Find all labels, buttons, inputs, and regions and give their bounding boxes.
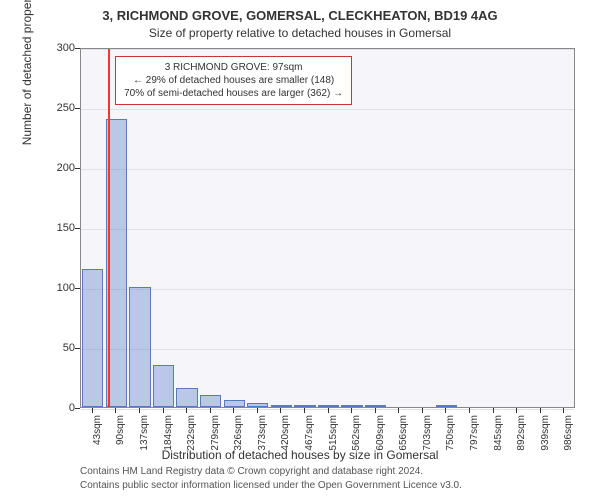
- xtick-mark: [398, 408, 399, 413]
- xtick-label: 797sqm: [469, 415, 480, 455]
- gridline: [81, 49, 574, 50]
- xtick-mark: [257, 408, 258, 413]
- ytick-mark: [75, 228, 80, 229]
- ytick-mark: [75, 48, 80, 49]
- ytick-mark: [75, 108, 80, 109]
- xtick-label: 467sqm: [304, 415, 315, 455]
- xtick-mark: [210, 408, 211, 413]
- xtick-mark: [493, 408, 494, 413]
- annotation-line: 3 RICHMOND GROVE: 97sqm: [124, 61, 343, 74]
- footer-line-1: Contains HM Land Registry data © Crown c…: [80, 466, 423, 477]
- gridline: [81, 289, 574, 290]
- ytick-label: 100: [45, 282, 75, 294]
- ytick-label: 150: [45, 222, 75, 234]
- xtick-label: 420sqm: [280, 415, 291, 455]
- histogram-bar: [436, 405, 457, 407]
- xtick-label: 43sqm: [92, 415, 103, 455]
- page-subtitle: Size of property relative to detached ho…: [0, 26, 600, 40]
- xtick-label: 279sqm: [210, 415, 221, 455]
- xtick-label: 703sqm: [422, 415, 433, 455]
- xtick-mark: [304, 408, 305, 413]
- ytick-label: 300: [45, 42, 75, 54]
- gridline: [81, 349, 574, 350]
- xtick-label: 986sqm: [563, 415, 574, 455]
- xtick-label: 373sqm: [257, 415, 268, 455]
- histogram-bar: [318, 405, 339, 407]
- xtick-label: 515sqm: [328, 415, 339, 455]
- ytick-mark: [75, 408, 80, 409]
- ytick-label: 50: [45, 342, 75, 354]
- gridline: [81, 229, 574, 230]
- xtick-mark: [92, 408, 93, 413]
- histogram-bar: [224, 400, 245, 407]
- histogram-bar: [129, 287, 150, 407]
- chart-container: 3, RICHMOND GROVE, GOMERSAL, CLECKHEATON…: [0, 0, 600, 500]
- ytick-label: 200: [45, 162, 75, 174]
- xtick-mark: [280, 408, 281, 413]
- x-axis-label: Distribution of detached houses by size …: [0, 448, 600, 462]
- xtick-label: 750sqm: [445, 415, 456, 455]
- histogram-bar: [176, 388, 197, 407]
- xtick-mark: [163, 408, 164, 413]
- annotation-line: ← 29% of detached houses are smaller (14…: [124, 74, 343, 87]
- xtick-mark: [375, 408, 376, 413]
- histogram-bar: [82, 269, 103, 407]
- histogram-bar: [153, 365, 174, 407]
- annotation-line: 70% of semi-detached houses are larger (…: [124, 87, 343, 100]
- gridline: [81, 109, 574, 110]
- xtick-label: 326sqm: [233, 415, 244, 455]
- histogram-bar: [200, 395, 221, 407]
- annotation-box: 3 RICHMOND GROVE: 97sqm← 29% of detached…: [115, 56, 352, 105]
- xtick-label: 609sqm: [375, 415, 386, 455]
- histogram-bar: [294, 405, 315, 407]
- property-marker-line: [108, 49, 110, 407]
- xtick-label: 137sqm: [139, 415, 150, 455]
- xtick-label: 562sqm: [351, 415, 362, 455]
- xtick-mark: [233, 408, 234, 413]
- xtick-mark: [563, 408, 564, 413]
- ytick-label: 0: [45, 402, 75, 414]
- xtick-mark: [469, 408, 470, 413]
- xtick-label: 845sqm: [493, 415, 504, 455]
- ytick-label: 250: [45, 102, 75, 114]
- xtick-label: 939sqm: [540, 415, 551, 455]
- xtick-mark: [540, 408, 541, 413]
- xtick-mark: [516, 408, 517, 413]
- xtick-label: 90sqm: [115, 415, 126, 455]
- histogram-bar: [247, 403, 268, 407]
- footer-line-2: Contains public sector information licen…: [80, 480, 462, 491]
- xtick-mark: [445, 408, 446, 413]
- xtick-label: 656sqm: [398, 415, 409, 455]
- ytick-mark: [75, 288, 80, 289]
- xtick-mark: [351, 408, 352, 413]
- xtick-mark: [328, 408, 329, 413]
- histogram-bar: [271, 405, 292, 407]
- xtick-mark: [422, 408, 423, 413]
- xtick-label: 184sqm: [163, 415, 174, 455]
- y-axis-label: Number of detached properties: [20, 0, 34, 145]
- histogram-bar: [365, 405, 386, 407]
- ytick-mark: [75, 168, 80, 169]
- xtick-mark: [186, 408, 187, 413]
- xtick-label: 232sqm: [186, 415, 197, 455]
- ytick-mark: [75, 348, 80, 349]
- xtick-label: 892sqm: [516, 415, 527, 455]
- xtick-mark: [139, 408, 140, 413]
- histogram-bar: [341, 405, 362, 407]
- gridline: [81, 169, 574, 170]
- xtick-mark: [115, 408, 116, 413]
- page-title: 3, RICHMOND GROVE, GOMERSAL, CLECKHEATON…: [0, 8, 600, 23]
